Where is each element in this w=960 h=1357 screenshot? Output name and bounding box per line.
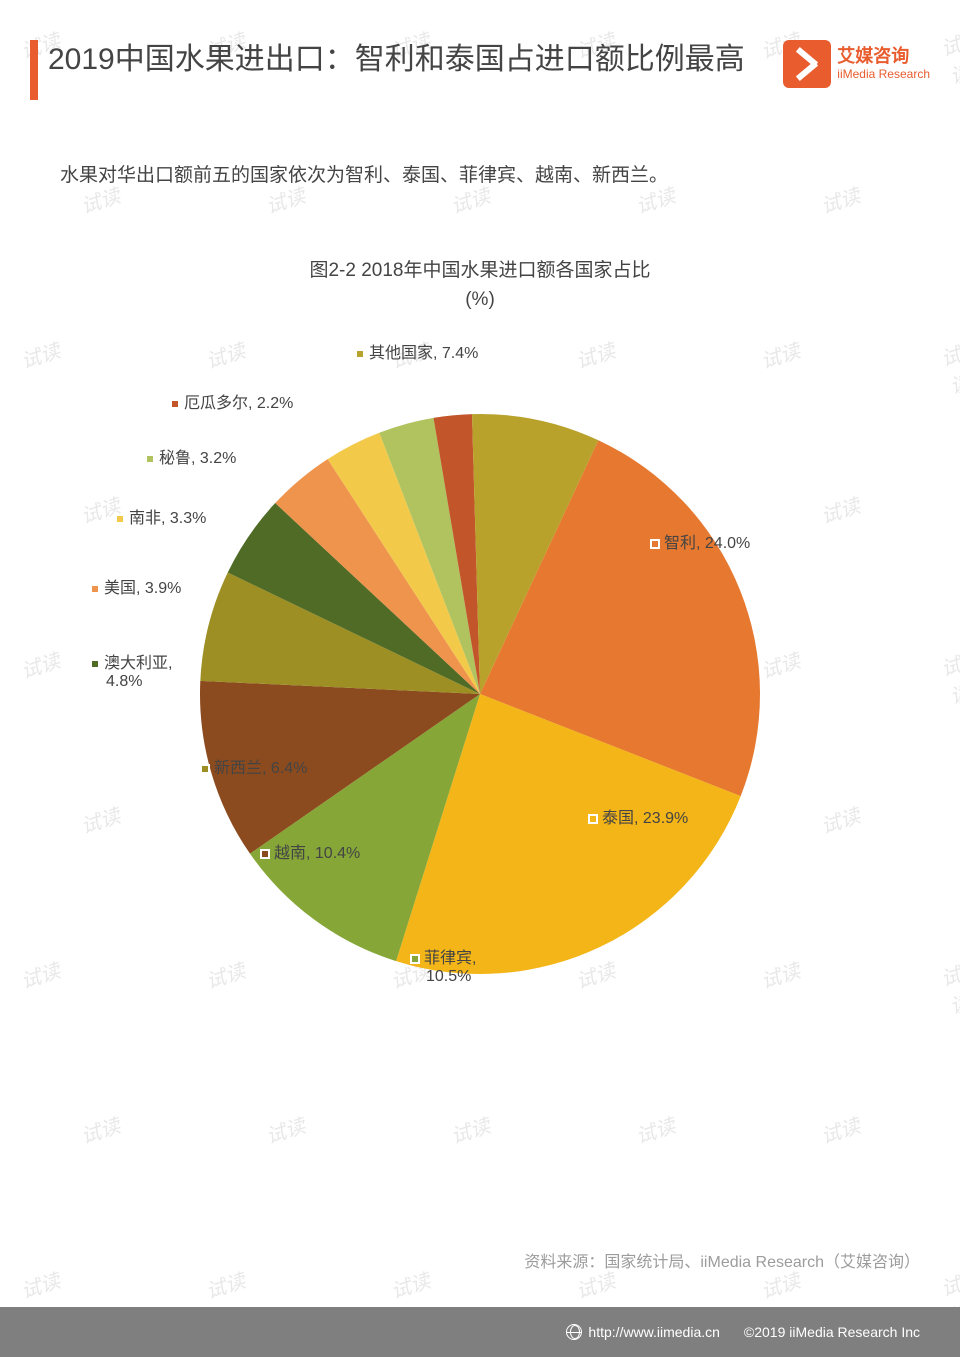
slice-label-australia: 澳大利亚, 4.8% [90, 649, 172, 691]
chart-title-line2: (%) [465, 289, 495, 310]
marker-icon [355, 349, 365, 359]
footer-copyright: ©2019 iiMedia Research Inc [744, 1324, 920, 1340]
header-accent-bar [30, 40, 38, 100]
slice-label-peru: 秘鲁, 3.2% [145, 444, 236, 468]
logo-text-en: iiMedia Research [837, 67, 930, 81]
slice-label-southafrica: 南非, 3.3% [115, 504, 206, 528]
slice-label-chile: 智利, 24.0% [650, 529, 750, 553]
logo-icon [783, 40, 831, 88]
marker-icon [170, 399, 180, 409]
page-title: 2019中国水果进出口：智利和泰国占进口额比例最高 [48, 40, 783, 79]
slice-label-vietnam: 越南, 10.4% [260, 839, 360, 863]
chart-title: 图2-2 2018年中国水果进口额各国家占比 (%) [0, 257, 960, 314]
logo-text-cn: 艾媒咨询 [837, 47, 930, 67]
marker-icon [90, 584, 100, 594]
marker-icon [260, 849, 270, 859]
chart-container: 图2-2 2018年中国水果进口额各国家占比 (%) 智利, 24.0% 泰国,… [0, 257, 960, 1044]
slice-label-newzealand: 新西兰, 6.4% [200, 754, 307, 778]
footer: http://www.iimedia.cn ©2019 iiMedia Rese… [0, 1307, 960, 1357]
slice-label-other: 其他国家, 7.4% [355, 339, 478, 363]
slice-label-ecuador: 厄瓜多尔, 2.2% [170, 389, 293, 413]
source-text: 资料来源：国家统计局、iiMedia Research（艾媒咨询） [524, 1248, 920, 1272]
chart-title-line1: 图2-2 2018年中国水果进口额各国家占比 [309, 260, 650, 281]
marker-icon [588, 814, 598, 824]
marker-icon [650, 539, 660, 549]
slice-label-usa: 美国, 3.9% [90, 574, 181, 598]
footer-url: http://www.iimedia.cn [588, 1324, 720, 1340]
slice-label-thailand: 泰国, 23.9% [588, 804, 688, 828]
slice-label-philippines: 菲律宾, 10.5% [410, 944, 476, 986]
marker-icon [145, 454, 155, 464]
globe-icon [566, 1324, 582, 1340]
subtitle-text: 水果对华出口额前五的国家依次为智利、泰国、菲律宾、越南、新西兰。 [0, 100, 960, 187]
header: 2019中国水果进出口：智利和泰国占进口额比例最高 艾媒咨询 iiMedia R… [0, 0, 960, 100]
pie-chart: 智利, 24.0% 泰国, 23.9% 菲律宾, 10.5% 越南, 10.4%… [130, 344, 830, 1044]
logo: 艾媒咨询 iiMedia Research [783, 40, 930, 88]
marker-icon [200, 764, 210, 774]
marker-icon [90, 659, 100, 669]
marker-icon [115, 514, 125, 524]
marker-icon [410, 954, 420, 964]
